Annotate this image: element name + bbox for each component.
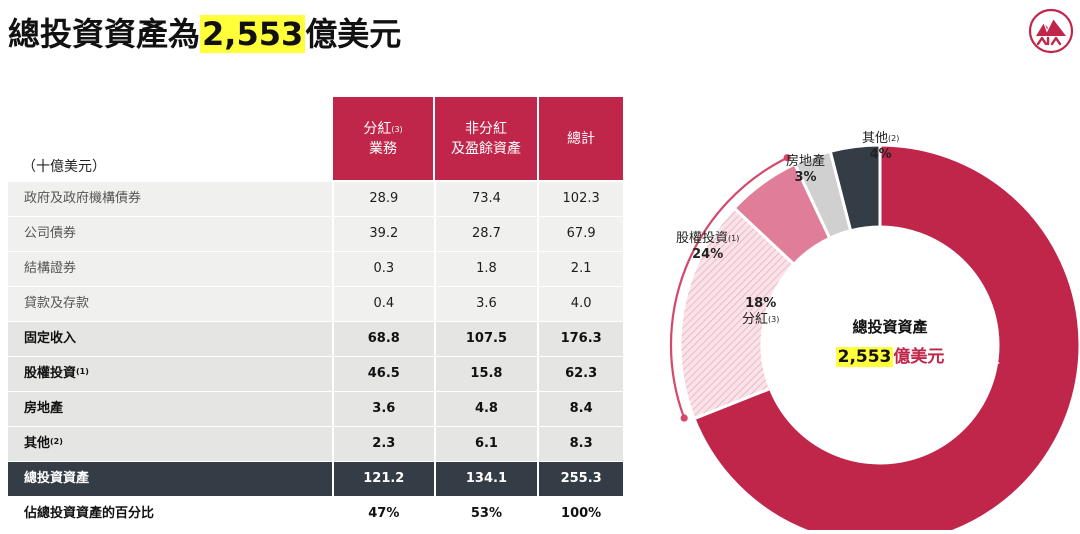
donut-slice [678,205,797,421]
row-label: 公司債券 [8,217,332,251]
cell-total: 255.3 [539,462,623,496]
cell-non-participating: 134.1 [435,462,538,496]
table-row: 固定收入 68.8 107.5 176.3 [8,322,623,356]
table-row: 其他(2) 2.3 6.1 8.3 [8,427,623,461]
bracket-end-dot [680,414,688,422]
cell-total: 2.1 [539,252,623,286]
investment-table: 分紅(3) 業務 非分紅 及盈餘資產 總計 政府及政府機構債券 28.9 73.4 102… [8,97,623,531]
title-highlight-value: 2,553 [200,15,306,53]
cell-total: 62.3 [539,357,623,391]
table-row: 總投資資產 121.2 134.1 255.3 [8,462,623,496]
cell-participating: 3.6 [333,392,434,426]
row-label: 佔總投資資產的百分比 [8,497,332,531]
table-row: 股權投資(1) 46.5 15.8 62.3 [8,357,623,391]
cell-participating: 0.3 [333,252,434,286]
column-header-total: 總計 [539,97,623,180]
slice-label-other: 其他(2) 4% [862,131,900,162]
column-header-non-participating: 非分紅 及盈餘資產 [435,97,537,180]
cell-non-participating: 4.8 [435,392,538,426]
row-label: 政府及政府機構債券 [8,182,332,216]
row-label: 總投資資產 [8,462,332,496]
slice-label-participating: 18% 分紅(3) [742,296,780,327]
cell-participating: 39.2 [333,217,434,251]
cell-non-participating: 1.8 [435,252,538,286]
cell-participating: 28.9 [333,182,434,216]
cell-participating: 46.5 [333,357,434,391]
table-row: 貸款及存款 0.4 3.6 4.0 [8,287,623,321]
title-suffix: 億美元 [305,15,402,53]
cell-participating: 47% [333,497,434,531]
row-label: 其他(2) [8,427,332,461]
table-row: 佔總投資資產的百分比 47% 53% 100% [8,497,623,531]
cell-total: 4.0 [539,287,623,321]
cell-total: 100% [539,497,623,531]
table-row: 房地產 3.6 4.8 8.4 [8,392,623,426]
bracket-end-dot [783,154,791,162]
donut-center-title: 總投資資產 [852,318,928,336]
donut-center-value: 2,553 億美元 [835,347,945,367]
row-label: 貸款及存款 [8,287,332,321]
slice-label-equity: 股權投資(1) 24% [676,231,740,262]
table-row: 結構證券 0.3 1.8 2.1 [8,252,623,286]
cell-participating: 68.8 [333,322,434,356]
cell-non-participating: 73.4 [435,182,538,216]
cell-non-participating: 28.7 [435,217,538,251]
table-row: 公司債券 39.2 28.7 67.9 [8,217,623,251]
row-label: 固定收入 [8,322,332,356]
row-label: 房地產 [8,392,332,426]
aia-logo-icon [1028,8,1074,54]
cell-total: 8.4 [539,392,623,426]
participating-bracket-arc [669,156,788,419]
cell-participating: 2.3 [333,427,434,461]
donut-slice [692,143,1080,530]
cell-total: 102.3 [539,182,623,216]
asset-allocation-donut-chart [669,143,1080,530]
cell-total: 176.3 [539,322,623,356]
column-header-participating: 分紅(3) 業務 [333,97,433,180]
unit-label: （十億美元） [22,159,106,175]
slice-label-fixed-income: 固定收入 69% [948,352,1001,383]
cell-non-participating: 53% [435,497,538,531]
donut-slice [828,143,882,233]
table-row: 政府及政府機構債券 28.9 73.4 102.3 [8,182,623,216]
row-label: 結構證券 [8,252,332,286]
cell-non-participating: 107.5 [435,322,538,356]
cell-non-participating: 15.8 [435,357,538,391]
cell-participating: 0.4 [333,287,434,321]
cell-total: 8.3 [539,427,623,461]
cell-participating: 121.2 [333,462,434,496]
row-label: 股權投資(1) [8,357,332,391]
cell-total: 67.9 [539,217,623,251]
slice-label-real-estate: 房地產 3% [786,154,826,185]
title-prefix: 總投資資產為 [8,15,201,53]
cell-non-participating: 3.6 [435,287,538,321]
cell-non-participating: 6.1 [435,427,538,461]
page-title: 總投資資產為2,553億美元 [8,12,401,56]
